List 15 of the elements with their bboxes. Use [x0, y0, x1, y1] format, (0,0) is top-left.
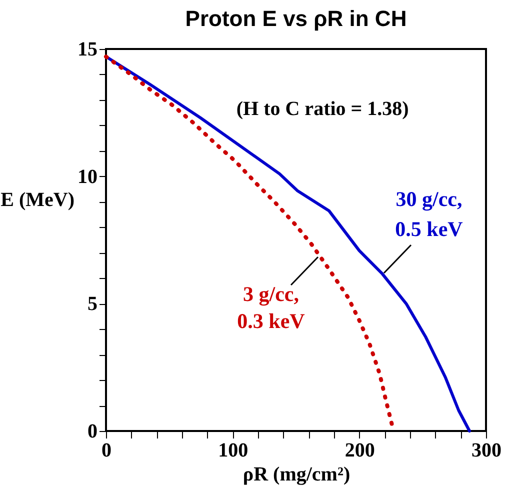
x-tick-label: 300: [472, 440, 502, 462]
series-label: 30 g/cc, 0.5 keV: [395, 187, 463, 241]
x-tick-label: 200: [344, 440, 375, 462]
line-series: [104, 55, 472, 432]
y-tick-label: 5: [88, 293, 98, 316]
y-axis-title: E (MeV): [0, 188, 74, 211]
series-label: 3 g/cc, 0.3 keV: [237, 282, 305, 333]
x-tick-label: 100: [218, 440, 248, 462]
chart-title: Proton E vs ρR in CH: [185, 6, 407, 31]
y-tick-label: 10: [78, 166, 98, 188]
y-tick-label: 15: [78, 38, 98, 60]
x-axis-title: ρR (mg/cm²): [242, 464, 350, 486]
y-tick-label: 0: [88, 420, 98, 442]
annotation: (H to C ratio = 1.38): [236, 98, 409, 120]
x-tick-label: 0: [102, 440, 112, 462]
